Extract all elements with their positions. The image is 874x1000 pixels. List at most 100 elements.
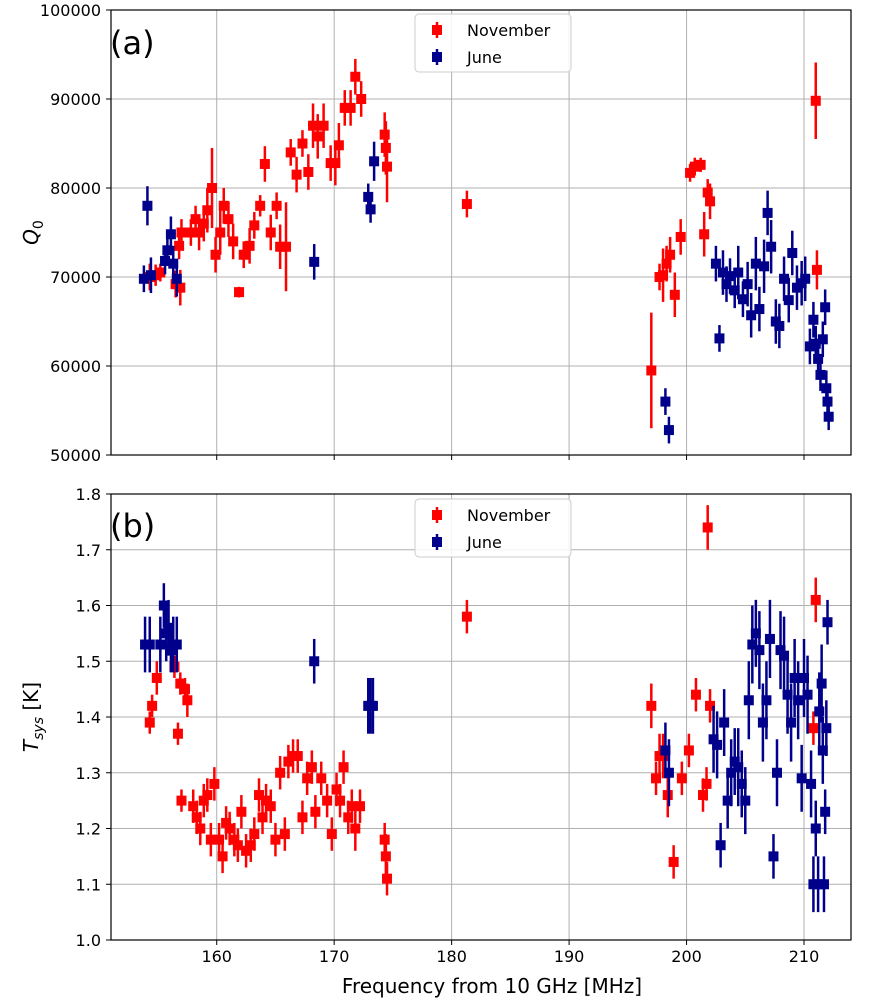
panel-a-june-point (165, 229, 176, 240)
panel-b-november-point (172, 728, 183, 739)
panel-b-november-point (676, 773, 687, 784)
panel-b-november-point (198, 795, 209, 806)
panel-b-june-point (161, 628, 172, 639)
panel-b-x-tick-label: 210 (789, 947, 820, 966)
panel-a-june-point (779, 273, 790, 284)
panel-b-november-point (188, 801, 199, 812)
panel-b-june-point (722, 795, 733, 806)
panel-b-november-point (646, 700, 657, 711)
panel-a-june-point (754, 304, 765, 315)
panel-b-november-point (205, 834, 216, 845)
panel-a-june-point (810, 338, 821, 349)
panel-a-november-point (382, 161, 393, 172)
panel-a-june-point (725, 271, 736, 282)
panel-a-november-point (185, 227, 196, 238)
panel-b-x-tick-label: 200 (671, 947, 702, 966)
panel-b-june-point (806, 778, 817, 789)
panel-a-november-point (285, 147, 296, 158)
panel-b-x-tick-label: 190 (554, 947, 585, 966)
panel-b-x-tick-label: 160 (201, 947, 232, 966)
panel-b-november-point (701, 778, 712, 789)
panel-a-june-point (710, 258, 721, 269)
panel-a-june-point (309, 256, 320, 267)
panel-b-label: (b) (110, 507, 155, 545)
panel-b-x-tick-label: 170 (319, 947, 350, 966)
panel-b-november-point (702, 522, 713, 533)
panel-a-june-point (808, 314, 819, 325)
panel-b-november-point (217, 851, 228, 862)
panel-b-november-point (355, 801, 366, 812)
panel-a-november-point (265, 227, 276, 238)
panel-b-november-point (209, 778, 220, 789)
panel-b-june-point (660, 745, 671, 756)
panel-a-legend-label: June (466, 48, 502, 67)
panel-a-november-point (275, 241, 286, 252)
panel-b-november-point (180, 684, 190, 695)
panel-b-y-tick-label: 1.5 (76, 652, 101, 671)
panel-b-november-point (265, 801, 276, 812)
panel-b-november-point (292, 751, 303, 762)
panel-b-november-point (232, 840, 243, 851)
panel-b-june-point (820, 806, 831, 817)
panel-a-november-point (810, 95, 821, 106)
panel-a-november-point (675, 231, 686, 242)
panel-b-y-tick-label: 1.4 (76, 708, 101, 727)
panel-b-legend-label: June (466, 533, 502, 552)
panel-a-label: (a) (110, 24, 155, 62)
panel-b-y-tick-label: 1.3 (76, 764, 101, 783)
panel-b-june-point (761, 695, 772, 706)
panel-a-y-tick-label: 50000 (50, 446, 101, 465)
panel-a-june-point (162, 245, 173, 256)
panel-a-november-point (174, 240, 185, 251)
panel-a-june-point (660, 396, 671, 407)
panel-b-november-point (322, 795, 333, 806)
panel-a-november-point (705, 196, 716, 207)
panel-b-november-point (335, 795, 346, 806)
panel-a-november-point (176, 227, 187, 238)
panel-a-november-point (218, 200, 229, 211)
panel-b-june-point (796, 773, 807, 784)
panel-b-june-point (813, 879, 824, 890)
panel-b-november-point (343, 812, 354, 823)
panel-a-november-point (669, 289, 680, 300)
panel-b-november-point (221, 817, 232, 828)
panel-a-june-point (363, 191, 374, 202)
panel-b-june-point (719, 717, 730, 728)
panel-b-june-point (789, 672, 800, 683)
panel-a-november-point (689, 161, 700, 172)
panel-b-november-point (144, 717, 155, 728)
panel-a-november-point (238, 249, 249, 260)
panel-b-june-point (715, 840, 726, 851)
panel-a-june-point (815, 369, 826, 380)
panel-a-november-point (207, 183, 218, 193)
panel-b-june-point (165, 645, 176, 656)
panel-b-june-point (144, 639, 155, 650)
panel-b-november-point (326, 829, 337, 840)
panel-a-november-point (339, 102, 350, 113)
panel-a-june-point (822, 396, 833, 407)
panel-b-november-point (270, 834, 281, 845)
panel-b-june-point (155, 639, 166, 650)
panel-a-y-tick-label: 90000 (50, 90, 101, 109)
panel-b-june-point (818, 879, 829, 890)
panel-a-november-point (281, 241, 292, 252)
panel-a-plot: 50000 60000 70000 80000 90000 100000 (a) Q0 Nove… (19, 1, 852, 465)
panel-b-november-point (191, 812, 202, 823)
panel-a-legend-marker (432, 25, 442, 35)
panel-a-june-point (787, 247, 798, 258)
panel-a-november-point (333, 140, 344, 151)
panel-a-november-point (665, 249, 676, 260)
panel-a-november-point (318, 120, 329, 131)
panel-b-june-point (158, 600, 169, 611)
panel-b-november-point (808, 723, 819, 734)
panel-a-june-point (804, 341, 815, 352)
panel-a-november-point (234, 287, 245, 298)
panel-b-november-point (306, 762, 317, 773)
panel-b-november-point (651, 773, 662, 784)
panel-a-june-point (733, 267, 744, 278)
panel-b-y-axis-label: Tsys [K] (19, 682, 47, 752)
panel-a-november-point (699, 229, 710, 240)
panel-a-june-point (145, 270, 156, 281)
panel-a-november-point (228, 236, 239, 247)
